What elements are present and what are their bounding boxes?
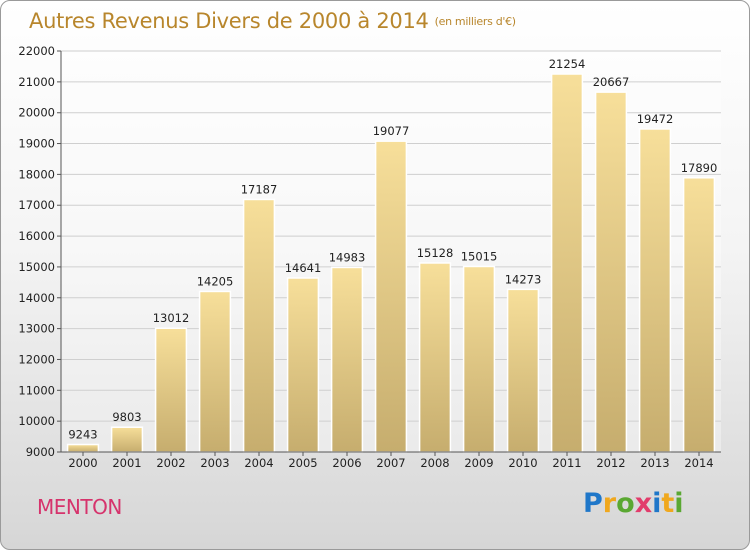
y-tick-label: 18000 bbox=[18, 167, 55, 181]
value-labels: 9243 9803 13012 14205 17187 14641 14983 19077 15… bbox=[68, 57, 717, 441]
logo-letter: t bbox=[661, 488, 675, 519]
x-tick-label: 2010 bbox=[508, 456, 537, 470]
value-label: 17890 bbox=[681, 161, 718, 175]
value-label: 14641 bbox=[285, 261, 322, 275]
y-tick-label: 16000 bbox=[18, 229, 55, 243]
bar-2000 bbox=[66, 443, 100, 453]
city-name: MENTON bbox=[37, 495, 122, 519]
logo-letter: P bbox=[583, 488, 603, 519]
value-label: 14983 bbox=[329, 250, 366, 264]
value-label: 19472 bbox=[637, 112, 674, 126]
y-tick-label: 22000 bbox=[18, 44, 55, 58]
y-tick-label: 14000 bbox=[18, 291, 55, 305]
x-tick-label: 2013 bbox=[640, 456, 669, 470]
x-tick-label: 2014 bbox=[684, 456, 713, 470]
value-label: 17187 bbox=[241, 182, 278, 196]
value-label: 13012 bbox=[153, 311, 190, 325]
x-tick-label: 2012 bbox=[596, 456, 625, 470]
x-tick-label: 2009 bbox=[464, 456, 493, 470]
y-tick-label: 9000 bbox=[26, 445, 55, 459]
bar-2001 bbox=[110, 426, 144, 453]
bar-2005 bbox=[286, 277, 320, 453]
y-tick-label: 11000 bbox=[18, 383, 55, 397]
logo-letter: o bbox=[616, 488, 635, 519]
value-label: 14205 bbox=[197, 274, 234, 288]
bar-2009 bbox=[462, 265, 496, 453]
value-label: 15015 bbox=[461, 249, 498, 263]
logo-letter: i bbox=[652, 488, 662, 519]
y-tick-label: 21000 bbox=[18, 75, 55, 89]
bar-2014 bbox=[682, 177, 716, 453]
x-tick-label: 2008 bbox=[420, 456, 449, 470]
y-tick-label: 12000 bbox=[18, 352, 55, 366]
y-tick-label: 17000 bbox=[18, 198, 55, 212]
y-tick-label: 20000 bbox=[18, 106, 55, 120]
y-tick-label: 13000 bbox=[18, 322, 55, 336]
y-tick-label: 19000 bbox=[18, 137, 55, 151]
x-tick-label: 2007 bbox=[376, 456, 405, 470]
value-label: 21254 bbox=[549, 57, 586, 71]
bars bbox=[66, 73, 716, 453]
x-tick-label: 2005 bbox=[288, 456, 317, 470]
x-tick-label: 2011 bbox=[552, 456, 581, 470]
value-label: 20667 bbox=[593, 75, 630, 89]
bar-2006 bbox=[330, 266, 364, 453]
proxiti-logo: Proxiti bbox=[583, 488, 684, 519]
chart-unit: (en milliers d'€) bbox=[434, 15, 516, 28]
value-label: 15128 bbox=[417, 246, 454, 260]
value-label: 9803 bbox=[112, 410, 141, 424]
bar-2008 bbox=[418, 262, 452, 453]
bar-2011 bbox=[550, 73, 584, 453]
x-tick-label: 2006 bbox=[332, 456, 361, 470]
bar-2010 bbox=[506, 288, 540, 453]
x-tick-label: 2003 bbox=[200, 456, 229, 470]
x-tick-label: 2001 bbox=[112, 456, 141, 470]
bar-2012 bbox=[594, 91, 628, 453]
x-tick-label: 2004 bbox=[244, 456, 273, 470]
value-label: 19077 bbox=[373, 124, 410, 138]
value-label: 9243 bbox=[68, 428, 97, 442]
bar-2003 bbox=[198, 290, 232, 453]
x-tick-labels: 2000 2001 2002 2003 2004 2005 2006 2007 2008 2009… bbox=[68, 452, 714, 470]
bar-2007 bbox=[374, 140, 408, 453]
bar-2004 bbox=[242, 198, 276, 453]
logo-letter: r bbox=[602, 488, 617, 519]
y-tick-label: 10000 bbox=[18, 414, 55, 428]
y-tick-labels: 9000 10000 11000 12000 13000 14000 15000 16000 1… bbox=[18, 44, 55, 459]
logo-letter: i bbox=[674, 488, 684, 519]
bar-2002 bbox=[154, 327, 188, 453]
x-tick-label: 2000 bbox=[68, 456, 97, 470]
x-tick-label: 2002 bbox=[156, 456, 185, 470]
chart-title: Autres Revenus Divers de 2000 à 2014 (en … bbox=[29, 9, 516, 33]
y-tick-label: 15000 bbox=[18, 260, 55, 274]
chart-title-text: Autres Revenus Divers de 2000 à 2014 bbox=[29, 9, 429, 33]
bar-2013 bbox=[638, 128, 672, 453]
value-label: 14273 bbox=[505, 272, 542, 286]
logo-letter: x bbox=[634, 488, 653, 519]
